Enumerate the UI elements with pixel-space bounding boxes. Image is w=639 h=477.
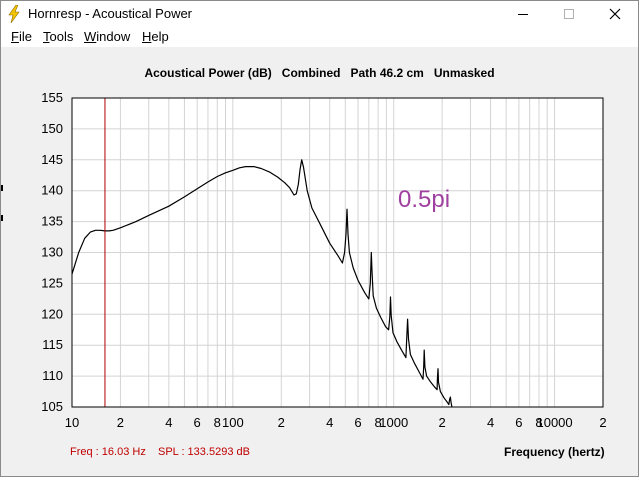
x-tick-label: 10 (65, 415, 79, 430)
x-tick-label: 2 (439, 415, 446, 430)
x-tick-label: 6 (194, 415, 201, 430)
y-tick-label: 125 (41, 275, 63, 290)
y-tick-label: 105 (41, 399, 63, 414)
x-tick-label: 8 (375, 415, 382, 430)
x-tick-label: 6 (354, 415, 361, 430)
x-tick-label: 4 (165, 415, 172, 430)
menu-file[interactable]: File (11, 29, 32, 44)
menu-bar: File Tools Window Help (1, 27, 638, 47)
plot-area[interactable]: Acoustical Power (dB) Combined Path 46.2… (1, 48, 638, 476)
chart-title: Acoustical Power (dB) Combined Path 46.2… (144, 66, 495, 80)
annotation-text: 0.5pi (398, 186, 451, 213)
y-tick-label: 115 (42, 337, 63, 352)
y-tick-label: 150 (41, 121, 63, 136)
y-tick-label: 110 (42, 368, 63, 383)
series-line (71, 159, 453, 408)
x-tick-label: 2 (117, 415, 124, 430)
y-tick-label: 135 (41, 214, 63, 229)
x-tick-label: 4 (487, 415, 494, 430)
y-tick-label: 120 (41, 306, 63, 321)
x-tick-label: 2 (599, 415, 606, 430)
x-tick-label: 4 (326, 415, 333, 430)
x-tick-label: 2 (278, 415, 285, 430)
menu-tools[interactable]: Tools (43, 29, 74, 44)
x-tick-label: 8 (214, 415, 221, 430)
x-axis-label: Frequency (hertz) (504, 445, 605, 459)
close-icon (609, 8, 621, 20)
window-title: Hornresp - Acoustical Power (28, 6, 193, 21)
maximize-button[interactable] (546, 1, 592, 27)
frequency-readout: Freq : 16.03 Hz (70, 446, 146, 458)
lightning-icon (8, 5, 20, 23)
x-tick-label: 10000 (536, 415, 572, 430)
x-tick-label: 100 (222, 415, 244, 430)
y-tick-label: 130 (41, 245, 63, 260)
menu-help[interactable]: Help (142, 29, 169, 44)
x-tick-label: 6 (515, 415, 522, 430)
maximize-icon (564, 9, 574, 19)
edge-mark (1, 185, 3, 191)
y-tick-label: 140 (41, 183, 63, 198)
title-bar[interactable]: Hornresp - Acoustical Power (1, 1, 638, 27)
minimize-icon (518, 14, 528, 15)
y-tick-label: 145 (41, 152, 63, 167)
plot-frame (71, 97, 604, 408)
minimize-button[interactable] (500, 1, 546, 27)
close-button[interactable] (592, 1, 638, 27)
x-tick-label: 1000 (379, 415, 408, 430)
menu-window[interactable]: Window (84, 29, 131, 44)
spl-readout: SPL : 133.5293 dB (158, 446, 250, 458)
edge-mark (1, 215, 3, 221)
x-tick-label: 8 (535, 415, 542, 430)
y-tick-label: 155 (41, 90, 63, 105)
